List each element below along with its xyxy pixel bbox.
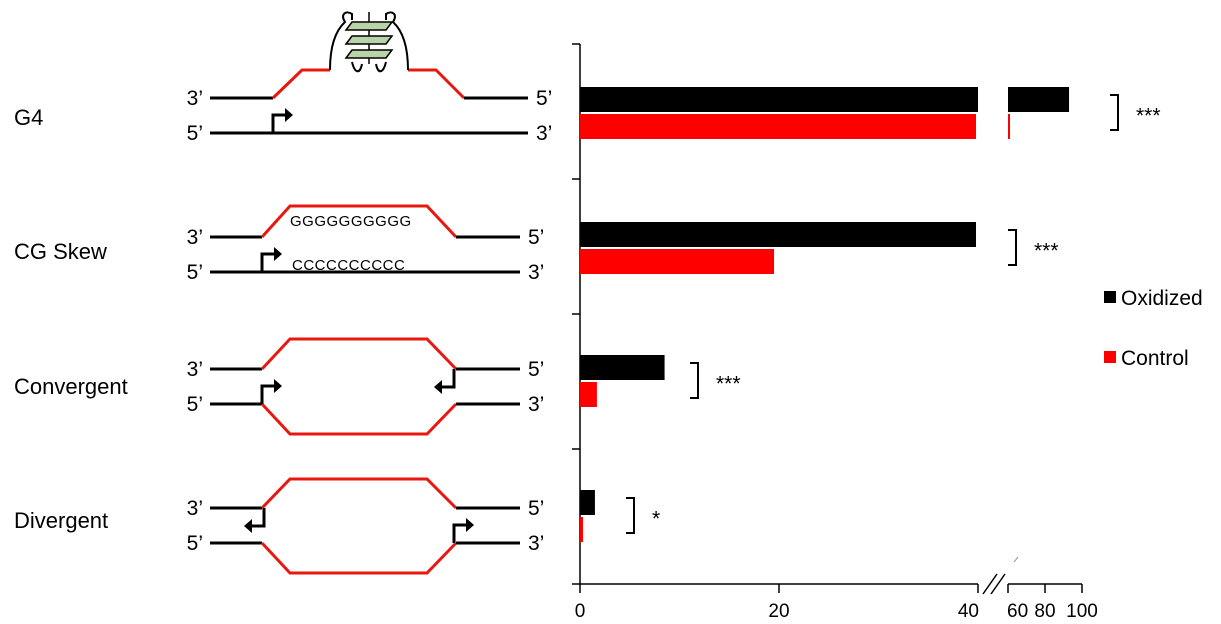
bar-oxidized-cg-skew xyxy=(580,222,977,247)
significance-markers: ********** xyxy=(626,94,1161,534)
strand-end-label: 5’ xyxy=(528,497,544,520)
strand-end-label: 3’ xyxy=(528,393,544,416)
strand-end-label: 3’ xyxy=(536,122,552,145)
bar-control-g4 xyxy=(580,114,976,139)
strand-end-label: 3’ xyxy=(187,87,203,110)
unpaired-strand xyxy=(260,337,458,371)
g4-schematic: 3’ 5’ 5’ 3’ xyxy=(187,11,552,145)
significance-label: *** xyxy=(1034,240,1059,263)
x-tick-label: 100 xyxy=(1066,601,1098,622)
quadruplex-loop xyxy=(351,61,387,73)
strand-end-label: 3’ xyxy=(187,226,203,249)
divergent-schematic: 3’ 5’ 5’ 3’ xyxy=(187,477,544,575)
promoter-arrow-stem xyxy=(452,523,466,543)
bar-control-convergent xyxy=(580,382,597,407)
legend: Oxidized Control xyxy=(1104,287,1203,370)
unpaired-strand xyxy=(271,68,330,100)
promoter-arrow-icon xyxy=(434,369,456,394)
bar-oxidized-g4-continued xyxy=(1008,87,1070,112)
g-tetrad xyxy=(344,21,394,31)
promoter-arrow-stem xyxy=(271,113,285,133)
promoter-arrow-head xyxy=(434,380,442,394)
strand-end-label: 5’ xyxy=(536,87,552,110)
promoter-arrow-head xyxy=(274,379,282,393)
promoter-arrow-icon xyxy=(260,247,282,272)
axis-break-mark xyxy=(990,573,1006,595)
x-tick-label: 60 xyxy=(1007,601,1028,622)
cg-skew-schematic: GGGGGGGGGG CCCCCCCCCC 3’ 5’ 5’ 3’ xyxy=(187,204,544,284)
strand-end-label: 5’ xyxy=(187,393,203,416)
promoter-arrow-icon xyxy=(271,108,293,133)
bar-chart: 0 20 40 60 80 100 ********** xyxy=(572,43,1161,622)
significance-label: *** xyxy=(1136,105,1161,128)
bars xyxy=(580,87,1070,542)
promoter-arrow-stem xyxy=(260,252,274,272)
promoter-arrow-head xyxy=(285,108,293,122)
g-tetrad xyxy=(344,49,394,59)
y-axis xyxy=(572,43,581,585)
bar-oxidized-divergent xyxy=(580,490,595,515)
bar-control-cg-skew xyxy=(580,249,775,274)
bar-control-g4-continued xyxy=(1008,114,1010,139)
x-axis: 0 20 40 60 80 100 xyxy=(575,556,1098,622)
strand-end-label: 5’ xyxy=(528,226,544,249)
significance-bracket xyxy=(1110,94,1119,131)
convergent-schematic: 3’ 5’ 5’ 3’ xyxy=(187,337,544,436)
significance-label: * xyxy=(652,508,660,531)
strand-end-label: 3’ xyxy=(528,532,544,555)
quadruplex-loop xyxy=(329,11,353,71)
row-label-g4: G4 xyxy=(14,105,43,130)
promoter-arrow-stem xyxy=(252,508,266,528)
quadruplex-loop xyxy=(385,11,409,71)
strand-end-label: 3’ xyxy=(187,358,203,381)
promoter-arrow-stem xyxy=(260,384,274,404)
promoter-arrow-head xyxy=(466,518,474,532)
unpaired-strand xyxy=(408,68,466,100)
significance-bracket xyxy=(626,497,635,534)
legend-label-oxidized: Oxidized xyxy=(1121,287,1203,310)
strand-end-label: 5’ xyxy=(187,261,203,284)
axis-break-mark xyxy=(982,573,998,595)
legend-label-control: Control xyxy=(1121,347,1189,370)
x-tick-label: 40 xyxy=(958,601,979,622)
promoter-arrow-icon xyxy=(260,379,282,404)
promoter-arrow-head xyxy=(244,519,252,533)
x-tick-label: 80 xyxy=(1034,601,1055,622)
legend-swatch-oxidized xyxy=(1104,291,1116,303)
row-label-convergent: Convergent xyxy=(14,374,128,399)
strand-end-label: 5’ xyxy=(528,358,544,381)
promoter-arrow-icon xyxy=(244,508,266,533)
g-tetrad xyxy=(344,35,394,45)
significance-label: *** xyxy=(716,373,741,396)
strand-end-label: 5’ xyxy=(187,122,203,145)
legend-swatch-control xyxy=(1104,351,1116,363)
promoter-arrow-icon xyxy=(452,518,474,543)
unpaired-strand xyxy=(260,541,458,575)
promoter-arrow-head xyxy=(274,247,282,261)
bar-oxidized-convergent xyxy=(580,355,665,380)
row-label-divergent: Divergent xyxy=(14,508,108,533)
row-label-cg-skew: CG Skew xyxy=(14,239,107,264)
x-tick-label: 20 xyxy=(768,601,789,622)
g-rich-strand xyxy=(260,204,458,239)
strand-end-label: 3’ xyxy=(528,261,544,284)
unpaired-strand xyxy=(260,477,458,510)
unpaired-strand xyxy=(260,402,458,436)
strand-end-label: 3’ xyxy=(187,497,203,520)
c-rich-sequence: CCCCCCCCCC xyxy=(292,257,405,274)
strand-end-label: 5’ xyxy=(187,532,203,555)
g-rich-sequence: GGGGGGGGGG xyxy=(290,213,412,230)
promoter-arrow-stem xyxy=(442,369,456,389)
axis-break-mark xyxy=(1013,556,1019,563)
significance-bracket xyxy=(1008,229,1017,266)
g-quadruplex-icon xyxy=(329,11,409,73)
significance-bracket xyxy=(690,362,699,399)
x-tick-label: 0 xyxy=(575,601,586,622)
bar-oxidized-g4 xyxy=(580,87,978,112)
bar-control-divergent xyxy=(580,517,583,542)
